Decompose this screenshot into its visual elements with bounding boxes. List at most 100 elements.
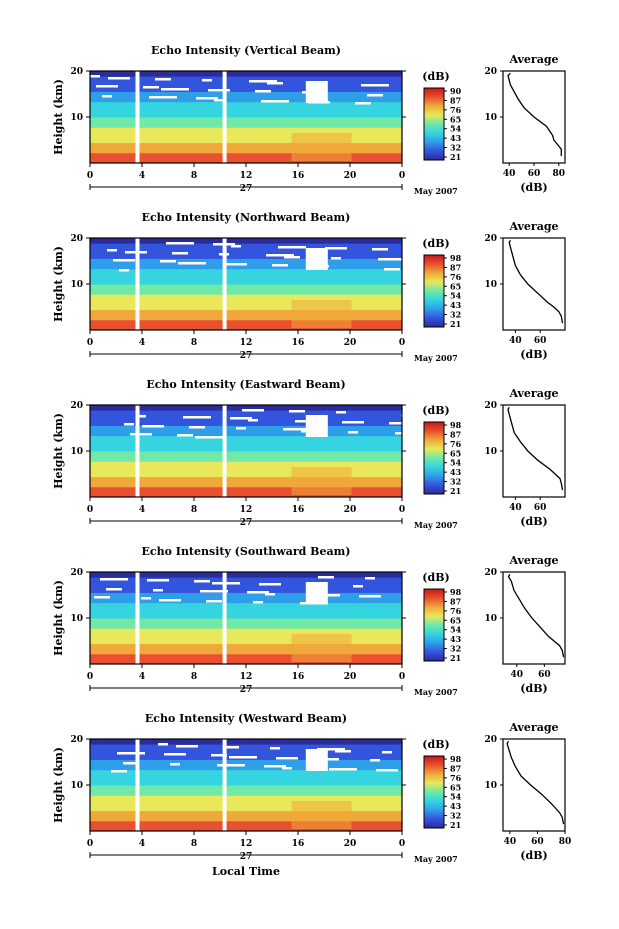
profile-title: Average	[508, 721, 558, 734]
colorbar	[423, 421, 445, 495]
colorbar-tick-label: 87	[450, 429, 461, 439]
profile-line	[507, 573, 565, 658]
profile-x-tick-label: 60	[534, 503, 547, 513]
y-axis-label: Height (km)	[52, 79, 65, 155]
panel-title: Echo Intensity (Northward Beam)	[142, 211, 351, 224]
colorbar-unit: (dB)	[422, 404, 449, 417]
colorbar-tick-label: 43	[450, 133, 462, 143]
missing-data	[376, 769, 398, 772]
colorbar-tick-label: 65	[450, 448, 461, 458]
y-tick-label: 20	[70, 735, 83, 745]
profile-x-tick-label: 60	[534, 336, 547, 346]
missing-data	[329, 768, 357, 771]
x-tick-label: 8	[191, 338, 197, 348]
x-tick-label: 0	[399, 505, 405, 515]
heatmap-band	[90, 618, 402, 624]
profile-y-tick-label: 20	[484, 234, 497, 244]
profile-x-label: (dB)	[520, 515, 547, 528]
missing-data	[111, 770, 127, 773]
heatmap-band	[90, 420, 402, 426]
profile-frame	[502, 738, 566, 832]
heatmap-band	[90, 602, 402, 609]
month-label: May 2007	[414, 520, 458, 530]
colorbar-tick-label: 43	[450, 801, 462, 811]
heatmap-band	[90, 466, 402, 472]
missing-data	[206, 600, 222, 603]
missing-patch	[305, 415, 328, 437]
heatmap-band	[90, 764, 402, 771]
heatmap-band	[90, 76, 402, 82]
missing-data	[372, 248, 388, 251]
colorbar-unit: (dB)	[422, 571, 449, 584]
missing-data	[225, 263, 247, 266]
missing-data	[102, 95, 112, 98]
missing-data	[211, 754, 227, 757]
colorbar-tick-label: 32	[450, 143, 461, 153]
heatmap-band	[90, 258, 402, 265]
missing-data	[117, 752, 145, 755]
profile-x-label: (dB)	[520, 682, 547, 695]
convection-area	[291, 300, 352, 328]
x-tick-label: 16	[292, 672, 305, 682]
colorbar-tick-label: 21	[450, 319, 461, 329]
missing-data	[384, 268, 400, 271]
profile-x-tick-label: 80	[553, 169, 566, 179]
x-tick-label: 20	[344, 839, 357, 849]
convection-area	[291, 634, 352, 662]
heatmap-band	[90, 405, 402, 411]
profile-line	[506, 740, 565, 825]
x-tick-label: 20	[344, 672, 357, 682]
missing-data	[282, 767, 292, 770]
profile-y-tick-label: 10	[484, 280, 497, 290]
missing-data	[270, 747, 280, 750]
missing-data	[367, 94, 383, 97]
missing-data	[382, 751, 392, 754]
missing-data	[202, 79, 212, 82]
heatmap-band	[90, 101, 402, 108]
y-tick-label: 20	[70, 568, 83, 578]
colorbar-tick-label: 76	[450, 272, 462, 282]
missing-data	[143, 86, 159, 89]
heatmap-band	[90, 800, 402, 806]
heatmap-band	[90, 314, 402, 321]
x-tick-label: 8	[191, 672, 197, 682]
colorbar-tick-label: 21	[450, 820, 461, 830]
heatmap-field	[90, 572, 402, 665]
colorbar-tick-label: 90	[450, 86, 462, 96]
missing-data	[253, 601, 263, 604]
missing-data	[119, 269, 129, 272]
missing-data	[141, 597, 151, 600]
colorbar-tick-label: 65	[450, 615, 461, 625]
missing-data	[355, 102, 371, 105]
profile-y-tick-label: 10	[484, 113, 497, 123]
missing-data	[378, 258, 406, 261]
colorbar-tick-label: 43	[450, 300, 462, 310]
heatmap-band	[90, 440, 402, 447]
profile-line	[508, 239, 564, 324]
convection-area	[291, 133, 352, 161]
profile-title: Average	[508, 53, 558, 66]
heatmap-band	[90, 779, 402, 786]
heatmap-band	[90, 248, 402, 254]
profile-x-tick-label: 40	[509, 503, 522, 513]
colorbar-tick-label: 54	[450, 124, 462, 134]
missing-data	[170, 763, 180, 766]
missing-data	[172, 252, 188, 255]
y-tick-label: 20	[70, 401, 83, 411]
missing-data	[395, 432, 423, 435]
heatmap-field	[90, 405, 423, 498]
heatmap-band	[90, 481, 402, 488]
x-tick-label: 0	[399, 672, 405, 682]
x-tick-label: 0	[399, 171, 405, 181]
missing-data	[155, 78, 171, 81]
profile-y-tick-label: 10	[484, 781, 497, 791]
colorbar	[423, 254, 445, 328]
colorbar-tick-label: 76	[450, 773, 462, 783]
y-tick-label: 20	[70, 234, 83, 244]
heatmap-band	[90, 410, 402, 416]
colorbar-tick-label: 32	[450, 811, 461, 821]
missing-data	[359, 595, 381, 598]
missing-column	[135, 238, 140, 330]
missing-column	[222, 71, 227, 163]
heatmap-band	[90, 117, 402, 123]
